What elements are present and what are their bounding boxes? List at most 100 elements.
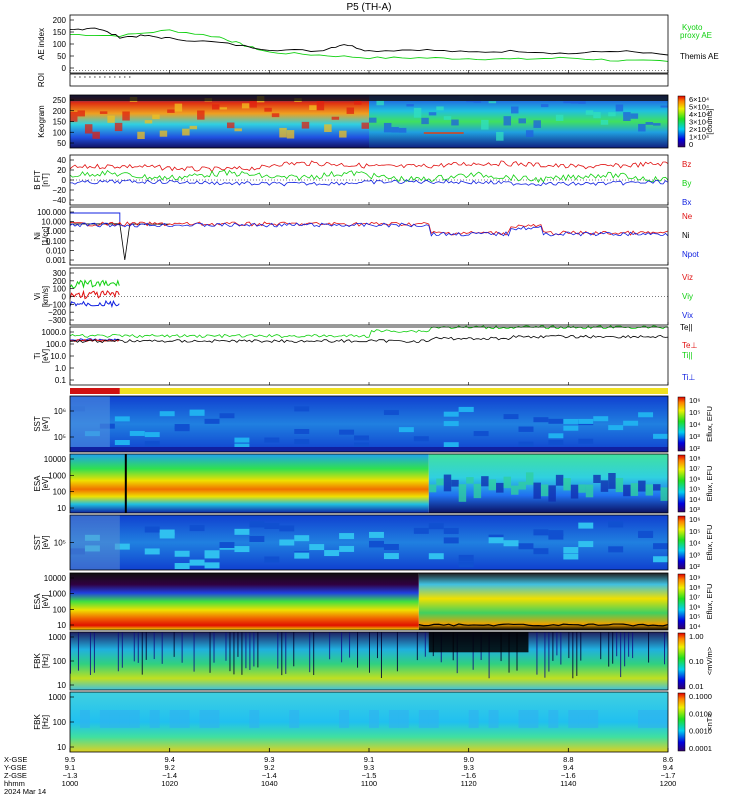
- sst-elec-cell: [369, 541, 384, 548]
- esa-ion-cell: [578, 484, 586, 493]
- bfield-ytick: −40: [52, 196, 66, 205]
- fbk-b-ylabel-line: FBK: [33, 714, 42, 730]
- sst-elec-cell: [638, 531, 654, 538]
- bfield-ytick: −20: [52, 186, 66, 195]
- esa-ion-cell: [600, 480, 609, 492]
- sst-elec-cell: [264, 556, 280, 563]
- sst-elec-cell: [428, 523, 444, 530]
- esa-ion-cbar-label: 10⁶: [689, 474, 700, 483]
- sst-elec-cbar-unit: Eflux, EFU: [705, 525, 714, 561]
- keogram-cell: [585, 110, 594, 115]
- sst-ion-cbar-label: 10²: [689, 444, 700, 453]
- esa-ion-cell: [443, 474, 452, 492]
- keogram-cell: [369, 117, 377, 123]
- fbk-b-cell: [398, 710, 409, 728]
- sst-elec-cbar-label: 10⁶: [689, 515, 700, 524]
- keogram-cell: [174, 103, 183, 112]
- density-ytick: 0.100: [46, 237, 67, 246]
- sst-ion-cell: [563, 425, 579, 431]
- keogram-cell: [346, 107, 355, 114]
- density-ni-line: [69, 222, 669, 237]
- sst-ion-cell: [219, 413, 235, 419]
- fbk-b-cell: [578, 710, 589, 728]
- velocity-ylabel-line: Vi: [33, 293, 42, 300]
- esa-ion-gap: [124, 454, 127, 513]
- esa-ion-cbar-unit: Eflux, EFU: [705, 466, 714, 502]
- fbk-e-stripe: [608, 632, 610, 667]
- keogram-cell: [645, 122, 654, 125]
- sst-elec-cell: [279, 525, 295, 532]
- keogram-ylabel-line: Keogram: [37, 105, 46, 138]
- fbk-e-stripe: [93, 632, 95, 673]
- keogram-cell: [361, 122, 369, 129]
- keogram-cell: [324, 124, 332, 132]
- sst-elec-cell: [563, 553, 579, 560]
- roi-dot: [104, 76, 106, 78]
- sst-elec-cell: [488, 537, 504, 544]
- keogram-cell: [309, 105, 317, 111]
- esa-elec-colorbar: [677, 573, 686, 630]
- keogram-cell: [600, 119, 609, 125]
- fbk-e-ytick: 10: [57, 681, 66, 690]
- mode-bar-fast: [119, 388, 669, 394]
- fbk-b-cell: [648, 710, 659, 728]
- esa-elec-cbar-label: 10⁴: [689, 622, 701, 631]
- velocity-ytick: −300: [48, 316, 67, 325]
- fbk-e-stripe: [173, 632, 175, 657]
- esa-ion-cell: [458, 484, 467, 502]
- keogram-cell: [249, 99, 257, 108]
- keogram-cell: [391, 127, 399, 133]
- fbk-e-stripe: [552, 632, 554, 661]
- sst-ion-cell: [234, 437, 250, 443]
- keogram-cell: [114, 122, 123, 132]
- fbk-b-cell: [339, 710, 350, 728]
- ae-legend-1: proxy AE: [680, 31, 712, 40]
- ae-ytick: 50: [57, 52, 66, 61]
- esa-ion-ytick: 1000: [48, 471, 66, 480]
- keogram-cell: [555, 114, 564, 121]
- sst-ion-frame: [69, 395, 669, 453]
- roi-dot: [114, 76, 116, 78]
- fbk-e-stripe: [664, 632, 666, 665]
- xaxis-hhmm: 1000: [62, 779, 79, 788]
- esa-elec-ylabel: ESA [eV]: [33, 593, 50, 610]
- fbk-e-stripe: [89, 632, 91, 675]
- fbk-e-stripe: [600, 632, 602, 660]
- keogram-cell: [137, 131, 145, 140]
- esa-ion-cell: [653, 484, 661, 491]
- esa-elec-scpot: [418, 623, 669, 627]
- fbk-e-stripe: [568, 632, 570, 659]
- fbk-b-cell: [209, 710, 220, 728]
- sst-ion-cell: [623, 420, 639, 426]
- fbk-e-stripe: [181, 632, 183, 663]
- xaxis-xgse: 9.5: [65, 755, 75, 764]
- fbk-e-stripe: [357, 632, 359, 668]
- esa-ion-cbar-label: 10³: [689, 505, 700, 514]
- temperature-ylabel: Ti [eV]: [33, 349, 50, 363]
- fbk-e-stripe: [285, 632, 287, 674]
- ae-series-0: [70, 29, 669, 62]
- sst-elec-cell: [548, 533, 564, 540]
- sst-elec-cell: [114, 543, 130, 550]
- keogram-cell: [182, 128, 190, 136]
- sst-elec-cell: [189, 525, 205, 532]
- keogram-cell: [436, 106, 444, 111]
- bfield-ytick: 0: [62, 176, 67, 185]
- density-ylabel-line: [1/cc]: [41, 226, 50, 245]
- esa-ion-cell: [451, 479, 459, 487]
- esa-elec-ylabel-line: ESA: [33, 593, 42, 610]
- sst-ion-cell: [458, 406, 474, 412]
- esa-ion-ylabel: ESA [eV]: [33, 475, 50, 492]
- keogram-cell: [316, 100, 325, 111]
- sst-ion-cell: [653, 433, 668, 439]
- sst-ion-cell: [548, 439, 564, 445]
- xaxis-xgse: 9.1: [364, 755, 374, 764]
- sst-ion-cell: [398, 427, 414, 433]
- sst-elec-cell: [443, 527, 459, 534]
- sst-ion-cell: [114, 439, 130, 445]
- sst-ion-cell: [443, 442, 459, 448]
- fbk-b-cell: [488, 710, 499, 728]
- fbk-b-cell: [119, 710, 130, 728]
- fbk-b-cell: [149, 710, 160, 728]
- sst-elec-cell: [458, 554, 474, 561]
